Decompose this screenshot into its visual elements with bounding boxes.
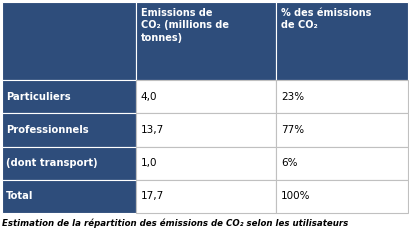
Text: 77%: 77%	[280, 125, 303, 135]
Text: Total: Total	[6, 191, 34, 201]
Bar	[275, 80, 407, 113]
Bar	[136, 113, 275, 146]
Bar	[136, 2, 275, 80]
Text: (dont transport): (dont transport)	[6, 158, 97, 168]
Text: 6%: 6%	[280, 158, 297, 168]
Text: 100%: 100%	[280, 191, 310, 201]
Text: 13,7: 13,7	[141, 125, 164, 135]
Bar	[275, 180, 407, 213]
Bar	[136, 146, 275, 180]
Bar	[136, 80, 275, 113]
Bar	[275, 113, 407, 146]
Bar	[2, 80, 136, 113]
Text: 23%: 23%	[280, 92, 303, 102]
Text: 17,7: 17,7	[141, 191, 164, 201]
Text: Estimation de la répartition des émissions de CO₂ selon les utilisateurs: Estimation de la répartition des émissio…	[2, 218, 347, 228]
Text: 1,0: 1,0	[141, 158, 157, 168]
Text: Particuliers: Particuliers	[6, 92, 71, 102]
Bar	[275, 146, 407, 180]
Bar	[2, 146, 136, 180]
Text: 4,0: 4,0	[141, 92, 157, 102]
Text: Emissions de
CO₂ (millions de
tonnes): Emissions de CO₂ (millions de tonnes)	[141, 8, 228, 43]
Bar	[275, 2, 407, 80]
Text: Professionnels: Professionnels	[6, 125, 88, 135]
Bar	[136, 180, 275, 213]
Bar	[2, 113, 136, 146]
Text: % des émissions
de CO₂: % des émissions de CO₂	[280, 8, 371, 30]
Bar	[2, 180, 136, 213]
Bar	[2, 2, 136, 80]
